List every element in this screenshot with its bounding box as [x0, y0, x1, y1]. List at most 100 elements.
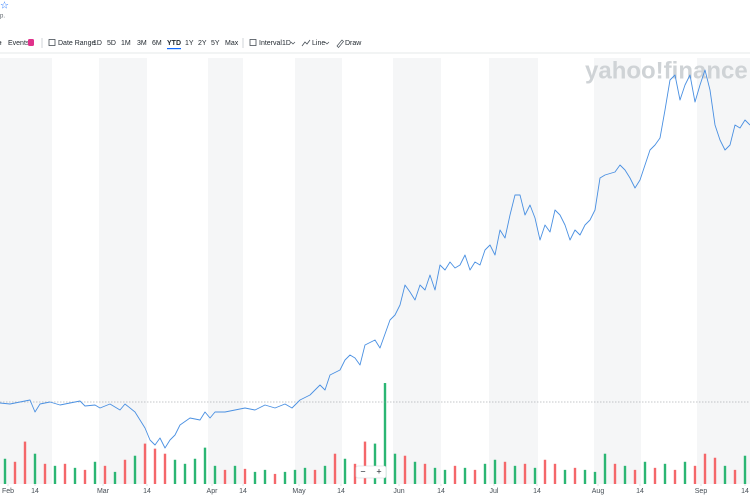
volume-bar [503, 461, 507, 484]
interval-value[interactable]: 1D [282, 40, 291, 47]
volume-bar [523, 463, 527, 484]
x-tick-label: Aug [592, 488, 605, 495]
range-button[interactable]: Max [225, 40, 239, 47]
x-tick-label: Apr [207, 488, 219, 495]
band [489, 58, 538, 484]
volume-bar [113, 471, 117, 484]
volume-bar [423, 463, 427, 484]
volume-bar [373, 443, 377, 484]
x-tick-label: Sep [695, 488, 708, 495]
date-range-button[interactable]: Date Range [58, 40, 95, 47]
band [697, 58, 750, 484]
volume-bar [33, 453, 37, 484]
range-button[interactable]: 2Y [198, 40, 207, 47]
volume-bar [723, 465, 727, 484]
volume-bar [283, 471, 287, 484]
draw-button[interactable]: Draw [345, 40, 362, 47]
volume-bar [323, 465, 327, 484]
volume-bar [223, 469, 227, 484]
toolbar: ᵻ Events Date Range Interval 1D Line Dra… [0, 38, 362, 50]
events-button[interactable]: Events [8, 40, 30, 47]
volume-bar [713, 457, 717, 484]
volume-bar [293, 469, 297, 484]
chart-type-button[interactable]: Line [312, 40, 325, 47]
range-button[interactable]: 6M [152, 40, 162, 47]
caret [324, 41, 330, 45]
draw-icon [336, 39, 344, 49]
x-tick-label: 14 [533, 488, 541, 495]
volume-bar [43, 463, 47, 484]
zoom-in[interactable]: + [376, 466, 381, 476]
volume-bar [673, 469, 677, 484]
caret [290, 41, 296, 45]
volume-bar [3, 458, 7, 484]
volume-bar [173, 459, 177, 484]
x-tick-label: 14 [337, 488, 345, 495]
volume-bar [13, 461, 17, 484]
band [99, 58, 147, 484]
volume-bar [703, 453, 707, 484]
x-tick-label: 14 [239, 488, 247, 495]
zoom-controls: − + [355, 465, 387, 479]
band [0, 58, 52, 484]
range-button[interactable]: 1Y [185, 40, 194, 47]
volume-bar [363, 441, 367, 484]
line-icon [301, 39, 311, 47]
volume-bar [443, 469, 447, 484]
range-button[interactable]: YTD [167, 40, 181, 47]
range-button[interactable]: 5Y [211, 40, 220, 47]
volume-bar [243, 468, 247, 484]
volume-bar [123, 459, 127, 484]
favorite-star[interactable]: ☆ [0, 1, 9, 12]
x-tick-label: 14 [437, 488, 445, 495]
volume-bar [553, 463, 557, 484]
volume-bar [143, 443, 147, 484]
volume-bar [653, 467, 657, 484]
volume-bar [343, 458, 347, 484]
volume-bar [353, 463, 357, 484]
x-tick-label: 14 [741, 488, 749, 495]
volume-bar [183, 463, 187, 484]
x-tick-label: 14 [143, 488, 151, 495]
interval-icon [249, 39, 257, 46]
range-button[interactable]: 3M [137, 40, 147, 47]
volume-bar [543, 459, 547, 484]
range-button[interactable]: 1M [121, 40, 131, 47]
volume-bar [53, 465, 57, 484]
price-line [0, 69, 750, 449]
volume-bar [633, 469, 637, 484]
volume-bar [403, 455, 407, 484]
volume-bar [493, 459, 497, 484]
volume-bar [253, 471, 257, 484]
range-button[interactable]: 5D [107, 40, 116, 47]
volume-bar [63, 463, 67, 484]
volume-bar [83, 469, 87, 484]
volume-bar [623, 465, 627, 484]
volume-bar [663, 463, 667, 484]
volume-bar [23, 441, 27, 484]
x-tick-label: 14 [31, 488, 39, 495]
volume-bar [233, 465, 237, 484]
volume-bar [203, 447, 207, 484]
x-tick-label: Jul [490, 488, 499, 495]
x-tick-label: Feb [2, 488, 14, 495]
x-tick-label: May [292, 488, 306, 495]
volume-bar [303, 467, 307, 484]
watermark: yahoo!finance [585, 57, 748, 84]
volume-bar [273, 473, 277, 484]
volume-bar [683, 461, 687, 484]
volume-bar [453, 465, 457, 484]
zoom-out[interactable]: − [360, 466, 365, 476]
volume-bar [263, 469, 267, 484]
volume-bar [533, 467, 537, 484]
band [295, 58, 342, 484]
volume-bar [693, 465, 697, 484]
volume-bar [573, 467, 577, 484]
volume-bar [93, 461, 97, 484]
range-button[interactable]: 1D [93, 40, 102, 47]
band [393, 58, 441, 484]
volume-bar [733, 469, 737, 484]
range-selected-underline [167, 48, 181, 50]
interval-label[interactable]: Interval [259, 40, 282, 47]
